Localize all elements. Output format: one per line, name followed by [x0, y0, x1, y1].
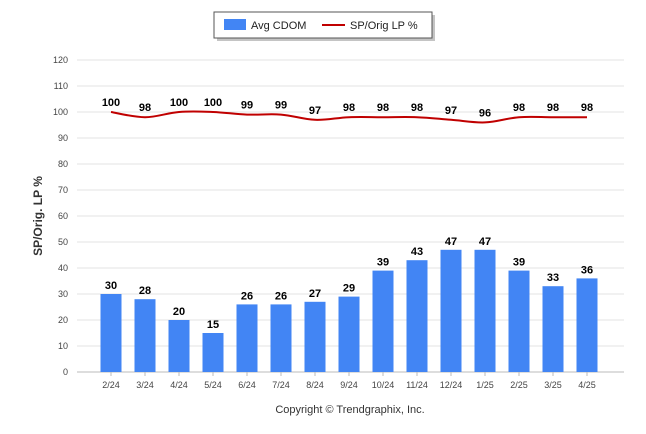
bar-data-label: 30 — [105, 280, 117, 292]
bar-data-label: 43 — [411, 246, 423, 258]
line-data-label: 100 — [102, 97, 120, 109]
y-tick-label: 80 — [58, 159, 68, 169]
x-tick-label: 5/24 — [204, 380, 222, 390]
bar — [508, 270, 530, 372]
bar — [168, 320, 190, 372]
bar — [372, 270, 394, 372]
bar — [406, 260, 428, 372]
y-axis-ticks: 0 10 20 30 40 50 60 70 80 90 100 110 120 — [53, 55, 68, 377]
x-tick-label: 7/24 — [272, 380, 290, 390]
bar-data-label: 27 — [309, 288, 321, 300]
y-tick-label: 100 — [53, 107, 68, 117]
bar — [134, 299, 156, 372]
x-tick-label: 2/24 — [102, 380, 120, 390]
bar — [440, 249, 462, 372]
line-data-label: 99 — [241, 100, 253, 112]
bar-data-label: 36 — [581, 264, 593, 276]
x-axis-ticks: 2/24 3/24 4/24 5/24 6/24 7/24 8/24 9/24 10/24 11/… — [102, 372, 596, 390]
x-tick-label: 10/24 — [372, 380, 395, 390]
y-tick-label: 10 — [58, 341, 68, 351]
legend-label-sp-orig-lp: SP/Orig LP % — [350, 20, 418, 32]
bar — [236, 304, 258, 372]
bar-data-label: 39 — [513, 257, 525, 269]
x-tick-label: 11/24 — [406, 380, 428, 390]
y-tick-label: 0 — [63, 367, 68, 377]
x-tick-label: 1/25 — [476, 380, 494, 390]
y-tick-label: 110 — [54, 81, 68, 91]
line-data-label: 98 — [513, 102, 525, 114]
copyright-footer: Copyright © Trendgraphix, Inc. — [275, 404, 424, 416]
legend: Avg CDOM SP/Orig LP % — [213, 11, 435, 41]
line-data-label: 98 — [377, 102, 389, 114]
bar-data-label: 28 — [139, 285, 151, 297]
line-data-label: 100 — [170, 97, 188, 109]
line-data-label: 98 — [547, 102, 559, 114]
x-tick-label: 8/24 — [306, 380, 324, 390]
line-path — [110, 110, 587, 124]
bar — [304, 301, 326, 372]
x-tick-label: 12/24 — [440, 380, 463, 390]
y-tick-label: 50 — [58, 237, 68, 247]
line-data-label: 98 — [139, 102, 151, 114]
bar-data-labels: 30 28 20 15 26 26 27 29 39 43 47 47 39 33 36 — [105, 236, 593, 331]
line-data-label: 98 — [581, 102, 593, 114]
bar-data-label: 29 — [343, 283, 355, 295]
bar — [542, 286, 564, 372]
bar-data-label: 47 — [479, 236, 491, 248]
bar-data-label: 39 — [377, 257, 389, 269]
bar-data-label: 26 — [241, 290, 253, 302]
y-axis-title: SP/Orig. LP % — [31, 176, 45, 256]
line-series-sp-orig-lp — [110, 110, 587, 124]
x-tick-label: 6/24 — [238, 380, 256, 390]
line-data-label: 99 — [275, 100, 287, 112]
line-data-label: 100 — [204, 97, 222, 109]
x-tick-label: 4/25 — [578, 380, 596, 390]
bar — [338, 296, 360, 372]
bar — [270, 304, 292, 372]
y-tick-label: 20 — [58, 315, 68, 325]
bar-data-label: 33 — [547, 272, 559, 284]
bar — [100, 294, 122, 372]
bar-data-label: 47 — [445, 236, 457, 248]
bar-series-avg-cdom — [100, 249, 598, 372]
y-tick-label: 30 — [58, 289, 68, 299]
line-data-labels: 100 98 100 100 99 99 97 98 98 98 97 96 98 98 98 — [102, 97, 593, 119]
bar — [474, 249, 496, 372]
x-tick-label: 9/24 — [340, 380, 358, 390]
x-tick-label: 4/24 — [170, 380, 188, 390]
y-tick-label: 90 — [58, 133, 68, 143]
y-tick-label: 70 — [58, 185, 68, 195]
line-data-label: 98 — [343, 102, 355, 114]
y-tick-label: 40 — [58, 263, 68, 273]
y-tick-label: 60 — [58, 211, 68, 221]
line-data-label: 96 — [479, 107, 491, 119]
legend-label-avg-cdom: Avg CDOM — [251, 20, 306, 32]
bar-data-label: 26 — [275, 290, 287, 302]
bar — [202, 333, 224, 372]
line-data-label: 98 — [411, 102, 423, 114]
bar-data-label: 15 — [207, 319, 219, 331]
x-tick-label: 3/24 — [136, 380, 154, 390]
x-tick-label: 2/25 — [510, 380, 528, 390]
line-data-label: 97 — [309, 105, 321, 117]
x-tick-label: 3/25 — [544, 380, 562, 390]
y-tick-label: 120 — [53, 55, 68, 65]
legend-swatch-avg-cdom — [224, 19, 246, 30]
bar-data-label: 20 — [173, 306, 185, 318]
bar — [576, 278, 598, 372]
line-data-label: 97 — [445, 105, 457, 117]
